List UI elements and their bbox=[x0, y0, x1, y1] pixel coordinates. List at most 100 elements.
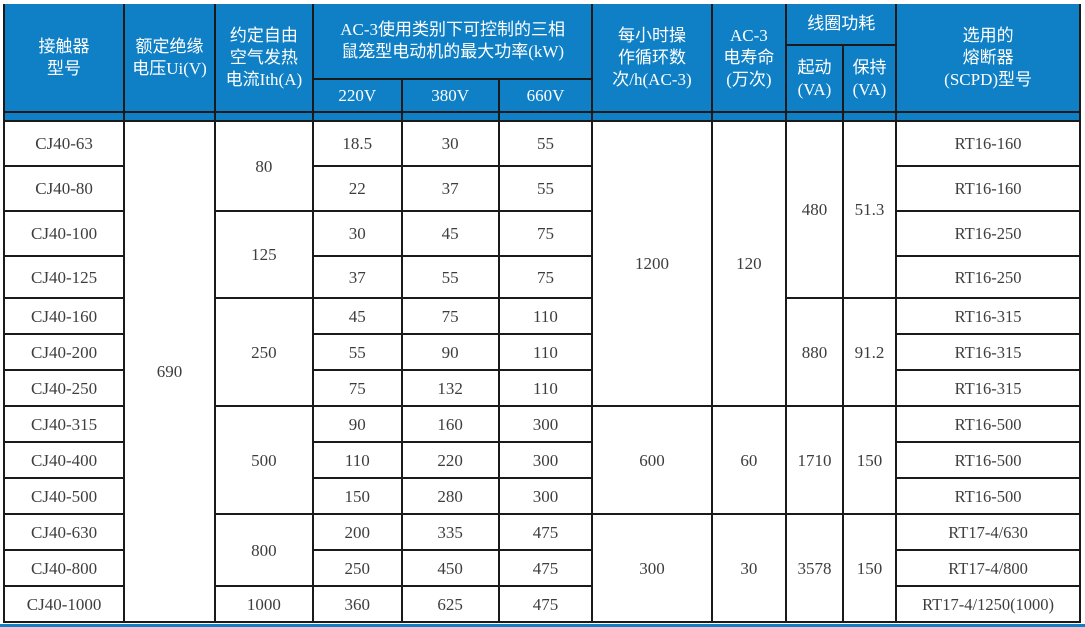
header-coil-hold: 保持 (VA) bbox=[841, 45, 898, 113]
cycles-cell: 600 bbox=[591, 405, 713, 515]
power-380-cell: 450 bbox=[400, 549, 500, 587]
table-row: CJ40-1000 1000 360 625 475 RT17-4/1250(1… bbox=[2, 585, 1081, 623]
power-380-cell: 220 bbox=[400, 441, 500, 479]
header-thermal-current: 约定自由 空气发热 电流Ith(A) bbox=[213, 4, 314, 113]
cycles-cell: 300 bbox=[591, 513, 713, 623]
header-coil-start: 起动 (VA) bbox=[785, 45, 844, 113]
model-cell: CJ40-100 bbox=[2, 210, 126, 257]
model-cell: CJ40-315 bbox=[2, 405, 126, 443]
power-220-cell: 150 bbox=[311, 477, 403, 515]
power-220-cell: 55 bbox=[311, 333, 403, 371]
power-380-cell: 132 bbox=[400, 369, 500, 407]
power-380-cell: 90 bbox=[400, 333, 500, 371]
coil-start-cell: 3578 bbox=[785, 513, 844, 623]
ith-cell: 500 bbox=[213, 405, 314, 515]
header-electrical-life: AC-3 电寿命 (万次) bbox=[710, 4, 788, 113]
power-380-cell: 37 bbox=[400, 165, 500, 212]
table-body: CJ40-63 690 80 18.5 30 55 1200 120 480 5… bbox=[2, 120, 1081, 623]
model-cell: CJ40-160 bbox=[2, 297, 126, 335]
model-cell: CJ40-1000 bbox=[2, 585, 126, 623]
coil-hold-cell: 150 bbox=[841, 405, 898, 515]
power-660-cell: 75 bbox=[497, 210, 594, 257]
insulation-voltage-cell: 690 bbox=[123, 120, 216, 623]
fuse-cell: RT16-315 bbox=[895, 369, 1081, 407]
table-row: CJ40-63 690 80 18.5 30 55 1200 120 480 5… bbox=[2, 120, 1081, 623]
life-cell: 60 bbox=[710, 405, 788, 515]
power-220-cell: 45 bbox=[311, 297, 403, 335]
power-380-cell: 55 bbox=[400, 255, 500, 299]
fuse-cell: RT16-500 bbox=[895, 477, 1081, 515]
power-220-cell: 75 bbox=[311, 369, 403, 407]
power-380-cell: 75 bbox=[400, 297, 500, 335]
header-coil-power-group: 线圈功耗 bbox=[785, 4, 898, 46]
power-660-cell: 55 bbox=[497, 120, 594, 167]
model-cell: CJ40-250 bbox=[2, 369, 126, 407]
coil-start-cell: 1710 bbox=[785, 405, 844, 515]
power-660-cell: 110 bbox=[497, 333, 594, 371]
ith-cell: 250 bbox=[213, 297, 314, 407]
power-220-cell: 30 bbox=[311, 210, 403, 257]
coil-start-cell: 480 bbox=[785, 120, 844, 299]
power-660-cell: 110 bbox=[497, 369, 594, 407]
table-row: CJ40-400 110 220 300 RT16-500 bbox=[2, 441, 1081, 479]
power-380-cell: 45 bbox=[400, 210, 500, 257]
power-660-cell: 75 bbox=[497, 255, 594, 299]
life-cell: 30 bbox=[710, 513, 788, 623]
model-cell: CJ40-500 bbox=[2, 477, 126, 515]
ith-cell: 125 bbox=[213, 210, 314, 299]
power-660-cell: 475 bbox=[497, 585, 594, 623]
header-380v: 380V bbox=[400, 79, 500, 113]
coil-start-cell: 880 bbox=[785, 297, 844, 407]
power-220-cell: 200 bbox=[311, 513, 403, 551]
header-fuse-type: 选用的 熔断器 (SCPD)型号 bbox=[895, 4, 1081, 113]
table-row: CJ40-315 500 90 160 300 600 60 1710 150 … bbox=[2, 405, 1081, 515]
cycles-cell: 1200 bbox=[591, 120, 713, 407]
power-660-cell: 300 bbox=[497, 441, 594, 479]
table-row: CJ40-630 800 200 335 475 300 30 3578 150… bbox=[2, 513, 1081, 623]
power-380-cell: 30 bbox=[400, 120, 500, 167]
power-220-cell: 360 bbox=[311, 585, 403, 623]
contactor-spec-table: 接触器 型号 额定绝缘 电压Ui(V) 约定自由 空气发热 电流Ith(A) A… bbox=[2, 4, 1081, 623]
fuse-cell: RT16-250 bbox=[895, 210, 1081, 257]
header-insulation-voltage: 额定绝缘 电压Ui(V) bbox=[123, 4, 216, 113]
model-cell: CJ40-400 bbox=[2, 441, 126, 479]
power-220-cell: 37 bbox=[311, 255, 403, 299]
header-power-group: AC-3使用类别下可控制的三相 鼠笼型电动机的最大功率(kW) bbox=[311, 4, 594, 80]
ith-cell: 1000 bbox=[213, 585, 314, 623]
table-row: CJ40-250 75 132 110 RT16-315 bbox=[2, 369, 1081, 407]
coil-hold-cell: 91.2 bbox=[841, 297, 898, 407]
model-cell: CJ40-125 bbox=[2, 255, 126, 299]
power-220-cell: 90 bbox=[311, 405, 403, 443]
fuse-cell: RT16-500 bbox=[895, 441, 1081, 479]
fuse-cell: RT16-160 bbox=[895, 165, 1081, 212]
header-220v: 220V bbox=[311, 79, 403, 113]
table-header: 接触器 型号 额定绝缘 电压Ui(V) 约定自由 空气发热 电流Ith(A) A… bbox=[2, 4, 1081, 122]
power-660-cell: 110 bbox=[497, 297, 594, 335]
power-660-cell: 475 bbox=[497, 513, 594, 551]
power-660-cell: 300 bbox=[497, 477, 594, 515]
table-row: CJ40-160 250 45 75 110 880 91.2 RT16-315 bbox=[2, 297, 1081, 407]
table-row: CJ40-800 250 450 475 RT17-4/800 bbox=[2, 549, 1081, 587]
table-row: CJ40-100 125 30 45 75 RT16-250 bbox=[2, 210, 1081, 299]
power-220-cell: 22 bbox=[311, 165, 403, 212]
table-row: CJ40-200 55 90 110 RT16-315 bbox=[2, 333, 1081, 371]
header-operating-cycles: 每小时操 作循环数 次/h(AC-3) bbox=[591, 4, 713, 113]
power-220-cell: 110 bbox=[311, 441, 403, 479]
header-660v: 660V bbox=[497, 79, 594, 113]
table-row: CJ40-125 37 55 75 RT16-250 bbox=[2, 255, 1081, 299]
table-row: CJ40-80 22 37 55 RT16-160 bbox=[2, 165, 1081, 212]
model-cell: CJ40-80 bbox=[2, 165, 126, 212]
model-cell: CJ40-630 bbox=[2, 513, 126, 551]
model-cell: CJ40-63 bbox=[2, 120, 126, 167]
power-220-cell: 18.5 bbox=[311, 120, 403, 167]
power-660-cell: 300 bbox=[497, 405, 594, 443]
header-spacer-band bbox=[2, 111, 1081, 122]
fuse-cell: RT16-500 bbox=[895, 405, 1081, 443]
header-model: 接触器 型号 bbox=[2, 4, 126, 113]
model-cell: CJ40-200 bbox=[2, 333, 126, 371]
fuse-cell: RT17-4/1250(1000) bbox=[895, 585, 1081, 623]
coil-hold-cell: 51.3 bbox=[841, 120, 898, 299]
power-380-cell: 280 bbox=[400, 477, 500, 515]
bottom-accent-strip bbox=[0, 624, 1085, 627]
life-cell: 120 bbox=[710, 120, 788, 407]
